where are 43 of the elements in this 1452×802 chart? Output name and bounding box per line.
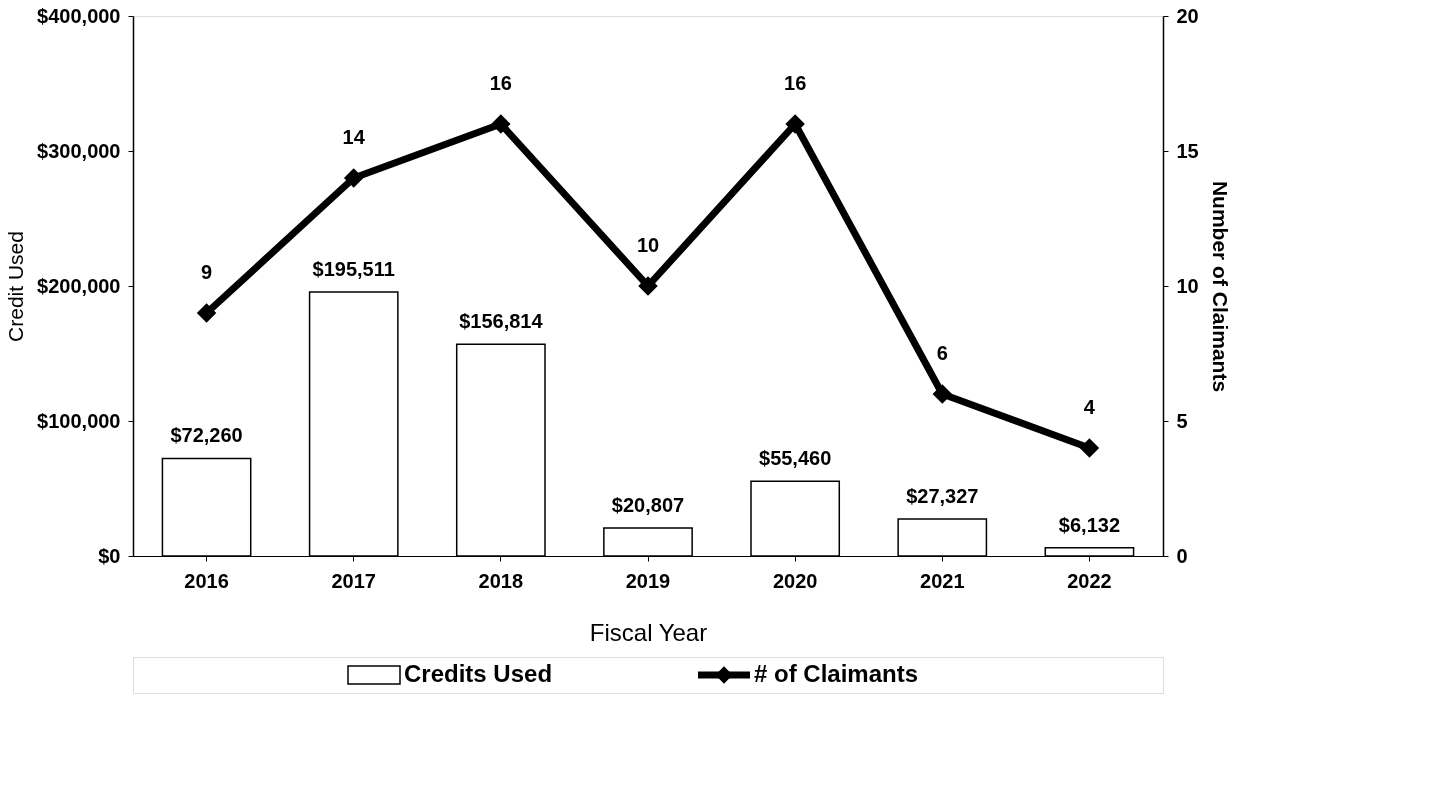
y-tick-label: $200,000 (37, 274, 121, 297)
x-tick-label: 2018 (478, 569, 524, 592)
data-label: $55,460 (758, 447, 832, 470)
data-label: 6 (936, 342, 948, 364)
point (343, 168, 364, 188)
point (638, 276, 658, 296)
point (932, 384, 953, 404)
y-tick-label: $0 (98, 544, 121, 567)
data-label: $156,814 (459, 310, 544, 333)
data-label: 16 (784, 72, 807, 94)
y-axis-title: Credit Used (4, 231, 28, 342)
y2-tick-label: 10 (1176, 274, 1199, 297)
point (196, 303, 217, 323)
y-tick-label: $100,000 (37, 409, 121, 432)
x-tick-label: 2022 (1067, 569, 1112, 592)
y-tick-label: $400,000 (37, 4, 121, 27)
x-tick-label: 2019 (625, 569, 671, 592)
data-label: $72,260 (170, 424, 243, 447)
point (785, 114, 805, 134)
y2-tick-label: 5 (1176, 409, 1188, 432)
point (1079, 438, 1100, 458)
y2-axis-title: Number of Claimants (1208, 180, 1232, 393)
legend-label: Credits Used (404, 660, 553, 687)
x-tick-label: 2017 (331, 569, 376, 592)
y2-tick-label: 15 (1176, 139, 1199, 162)
y-tick-label: $300,000 (37, 139, 121, 162)
data-label: $27,327 (906, 485, 979, 508)
x-axis-title: Fiscal Year (589, 618, 708, 646)
y2-tick-label: 20 (1176, 4, 1199, 27)
y2-tick-label: 0 (1176, 544, 1188, 567)
x-tick-label: 2021 (920, 569, 965, 592)
data-label: 4 (1083, 396, 1096, 418)
x-tick-label: 2016 (184, 569, 229, 592)
data-label: 14 (342, 126, 366, 148)
point (491, 114, 511, 134)
data-label: $195,511 (312, 258, 395, 281)
data-label: 16 (489, 72, 512, 94)
data-label: $20,807 (611, 493, 685, 516)
data-label: $6,132 (1058, 513, 1121, 536)
data-label: 9 (201, 261, 213, 283)
x-tick-label: 2020 (772, 569, 818, 592)
legend-label: # of Claimants (754, 660, 919, 687)
data-label: 10 (636, 234, 660, 256)
